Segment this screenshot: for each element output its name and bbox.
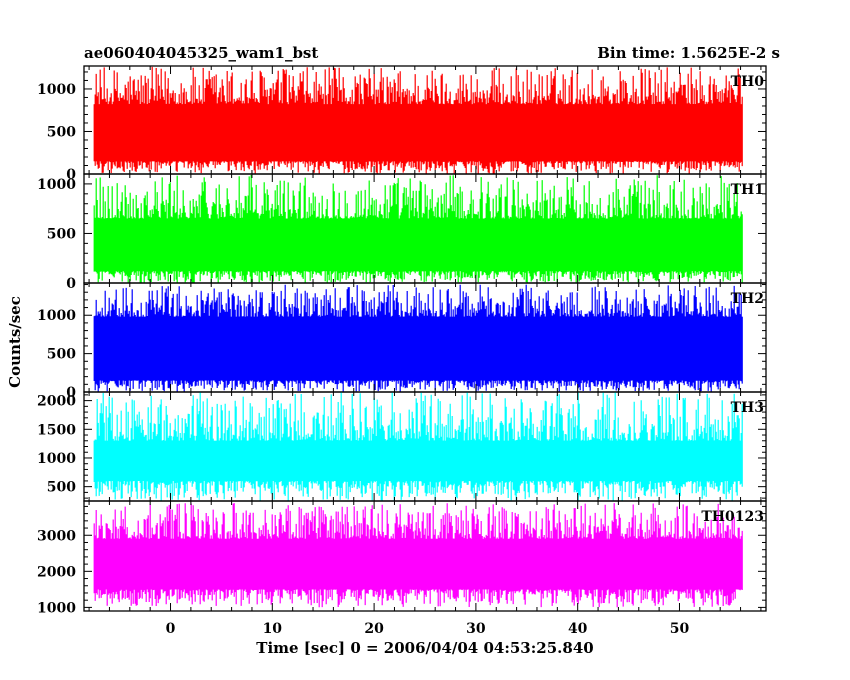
panel-label: TH2 (731, 291, 764, 307)
x-tick-label: 30 (466, 621, 486, 637)
chart-title: ae060404045325_wam1_bst (84, 44, 319, 62)
x-axis-label: Time [sec] 0 = 2006/04/04 04:53:25.840 (256, 639, 594, 657)
series-th0-band (94, 104, 743, 162)
y-tick-label: 0 (66, 167, 76, 183)
series-th2-band (94, 316, 743, 381)
panel-th3: 500 1000 1500 2000 TH3 (37, 391, 767, 502)
y-tick-label: 1000 (37, 451, 76, 467)
x-tick-label: 10 (263, 621, 283, 637)
panel-th0: 0 500 1000 TH0 (37, 65, 767, 183)
y-tick-label: 1500 (37, 422, 76, 438)
series-th1-band (94, 218, 743, 272)
y-tick-label: 3000 (37, 528, 76, 544)
y-tick-label: 0 (66, 276, 76, 292)
panel-label: TH1 (731, 182, 764, 198)
bin-time-label: Bin time: 1.5625E-2 s (597, 44, 780, 62)
x-tick-label: 50 (670, 621, 690, 637)
y-tick-label: 2000 (37, 564, 76, 580)
x-tick-label: 0 (166, 621, 176, 637)
y-tick-label: 500 (47, 226, 76, 242)
y-tick-label: 1000 (37, 308, 76, 324)
y-tick-label: 2000 (37, 394, 76, 410)
panel-label: TH3 (731, 400, 764, 416)
panel-th1: 0 500 1000 TH1 (37, 173, 767, 292)
y-tick-label: 500 (47, 480, 76, 496)
panel-frame (83, 500, 767, 612)
panel-label: TH0 (731, 74, 765, 90)
y-tick-label: 500 (47, 347, 76, 363)
y-tick-label: 1000 (37, 82, 76, 98)
x-tick-label: 40 (568, 621, 588, 637)
y-tick-label: 1000 (37, 600, 76, 616)
y-tick-label: 0 (66, 385, 76, 401)
y-tick-label: 1000 (37, 177, 76, 193)
panel-label: TH0123 (701, 509, 764, 525)
y-axis-label: Counts/sec (6, 296, 24, 388)
series-th0123-band (94, 538, 743, 590)
series-th3-band (94, 440, 743, 481)
panel-th0123: 1000 2000 3000 TH0123 (37, 500, 767, 616)
x-tick-label: 20 (364, 621, 384, 637)
y-tick-label: 500 (47, 124, 76, 140)
panel-th2: 0 500 1000 TH2 (37, 282, 767, 401)
